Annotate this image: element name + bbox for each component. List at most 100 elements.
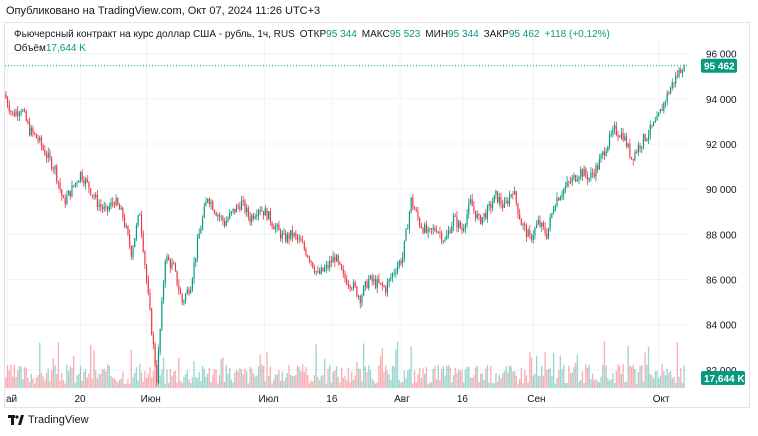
volume-bar bbox=[122, 371, 124, 388]
volume-bar bbox=[67, 371, 70, 388]
candle-body bbox=[388, 279, 390, 283]
candle-body bbox=[376, 279, 378, 288]
volume-bar bbox=[457, 369, 460, 388]
candle-body bbox=[647, 135, 650, 139]
volume-bar bbox=[215, 369, 217, 388]
volume-bar bbox=[569, 373, 572, 388]
volume-bar bbox=[273, 379, 275, 388]
candle-body bbox=[251, 215, 253, 223]
volume-bar bbox=[307, 374, 309, 388]
volume-bar bbox=[245, 371, 248, 388]
volume-bar bbox=[364, 366, 367, 388]
volume-bar bbox=[205, 376, 207, 388]
volume-bar bbox=[276, 374, 278, 388]
candle-body bbox=[34, 132, 36, 135]
candle-body bbox=[391, 273, 394, 278]
volume-bar bbox=[261, 364, 263, 388]
volume-bar bbox=[288, 364, 290, 388]
volume-bar bbox=[413, 370, 416, 388]
volume-bar bbox=[74, 382, 77, 388]
volume-bar bbox=[588, 364, 590, 388]
volume-bar bbox=[658, 378, 660, 388]
volume-bar bbox=[552, 352, 555, 388]
volume-bar bbox=[327, 368, 329, 388]
candle-body bbox=[390, 277, 392, 280]
chart-frame[interactable] bbox=[4, 22, 750, 408]
volume-bar bbox=[134, 372, 136, 388]
candle-body bbox=[366, 281, 368, 289]
candle-body bbox=[259, 210, 261, 212]
volume-bar bbox=[167, 382, 170, 388]
candle-body bbox=[218, 214, 221, 217]
volume-bar bbox=[278, 369, 280, 388]
volume-bar bbox=[127, 378, 129, 388]
volume-bar bbox=[418, 367, 421, 388]
candle-body bbox=[110, 202, 112, 207]
volume-bar bbox=[532, 375, 534, 388]
volume-bar bbox=[118, 379, 121, 388]
volume-bar bbox=[663, 371, 665, 388]
volume-bar bbox=[59, 380, 61, 388]
volume-bar bbox=[673, 376, 675, 388]
volume-bar bbox=[96, 378, 99, 388]
candle-body bbox=[481, 217, 483, 224]
candle-body bbox=[581, 169, 583, 177]
x-tick-label: Июн bbox=[141, 394, 161, 405]
brand-name[interactable]: TradingView bbox=[28, 414, 89, 426]
volume-bar bbox=[603, 341, 606, 388]
candle-body bbox=[22, 110, 24, 112]
volume-bar bbox=[244, 368, 246, 388]
candle-body bbox=[651, 124, 653, 126]
candle-body bbox=[597, 165, 599, 170]
volume-bar bbox=[466, 367, 468, 388]
volume-bar bbox=[537, 375, 539, 388]
candle-body bbox=[437, 231, 439, 233]
candle-body bbox=[56, 166, 58, 182]
volume-bar bbox=[393, 366, 395, 388]
candle-body bbox=[502, 204, 504, 208]
volume-bar bbox=[654, 371, 657, 388]
volume-bar bbox=[619, 365, 621, 388]
candle-body bbox=[28, 122, 31, 136]
candle-body bbox=[380, 282, 382, 284]
volume-bar bbox=[300, 371, 302, 388]
candle-body bbox=[220, 216, 222, 218]
volume-bar bbox=[290, 374, 292, 388]
last-price-label: 95 462 bbox=[704, 62, 735, 73]
candle-body bbox=[681, 71, 684, 74]
volume-bar bbox=[10, 364, 12, 388]
volume-bar bbox=[18, 366, 21, 388]
volume-bar bbox=[398, 380, 400, 388]
candle-body bbox=[488, 203, 490, 207]
volume-bar bbox=[217, 383, 219, 388]
candle-body bbox=[536, 224, 538, 228]
candle-body bbox=[513, 191, 516, 195]
volume-bar bbox=[234, 372, 236, 388]
candle-body bbox=[605, 151, 607, 156]
candle-body bbox=[173, 263, 175, 265]
candle-body bbox=[636, 151, 638, 153]
candle-body bbox=[532, 235, 534, 240]
volume-bar bbox=[166, 369, 168, 388]
candle-body bbox=[403, 240, 405, 258]
volume-bar bbox=[218, 374, 221, 388]
volume-bar bbox=[56, 373, 58, 388]
tradingview-logo-icon[interactable] bbox=[8, 415, 24, 425]
candle-body bbox=[422, 228, 424, 233]
volume-bar bbox=[179, 381, 182, 388]
volume-bar bbox=[86, 377, 88, 388]
high-value: 95 523 bbox=[389, 29, 421, 40]
candle-body bbox=[575, 175, 577, 182]
candle-body bbox=[210, 201, 212, 205]
volume-bar bbox=[44, 380, 46, 388]
volume-bar bbox=[349, 382, 351, 388]
volume-bar bbox=[656, 370, 658, 388]
volume-bar bbox=[195, 376, 197, 388]
candle-body bbox=[279, 230, 282, 239]
candle-body bbox=[524, 224, 526, 226]
candle-body bbox=[583, 168, 585, 177]
volume-bar bbox=[279, 380, 282, 388]
change-value: +118 (+0,12%) bbox=[544, 29, 610, 40]
candle-body bbox=[461, 228, 463, 231]
